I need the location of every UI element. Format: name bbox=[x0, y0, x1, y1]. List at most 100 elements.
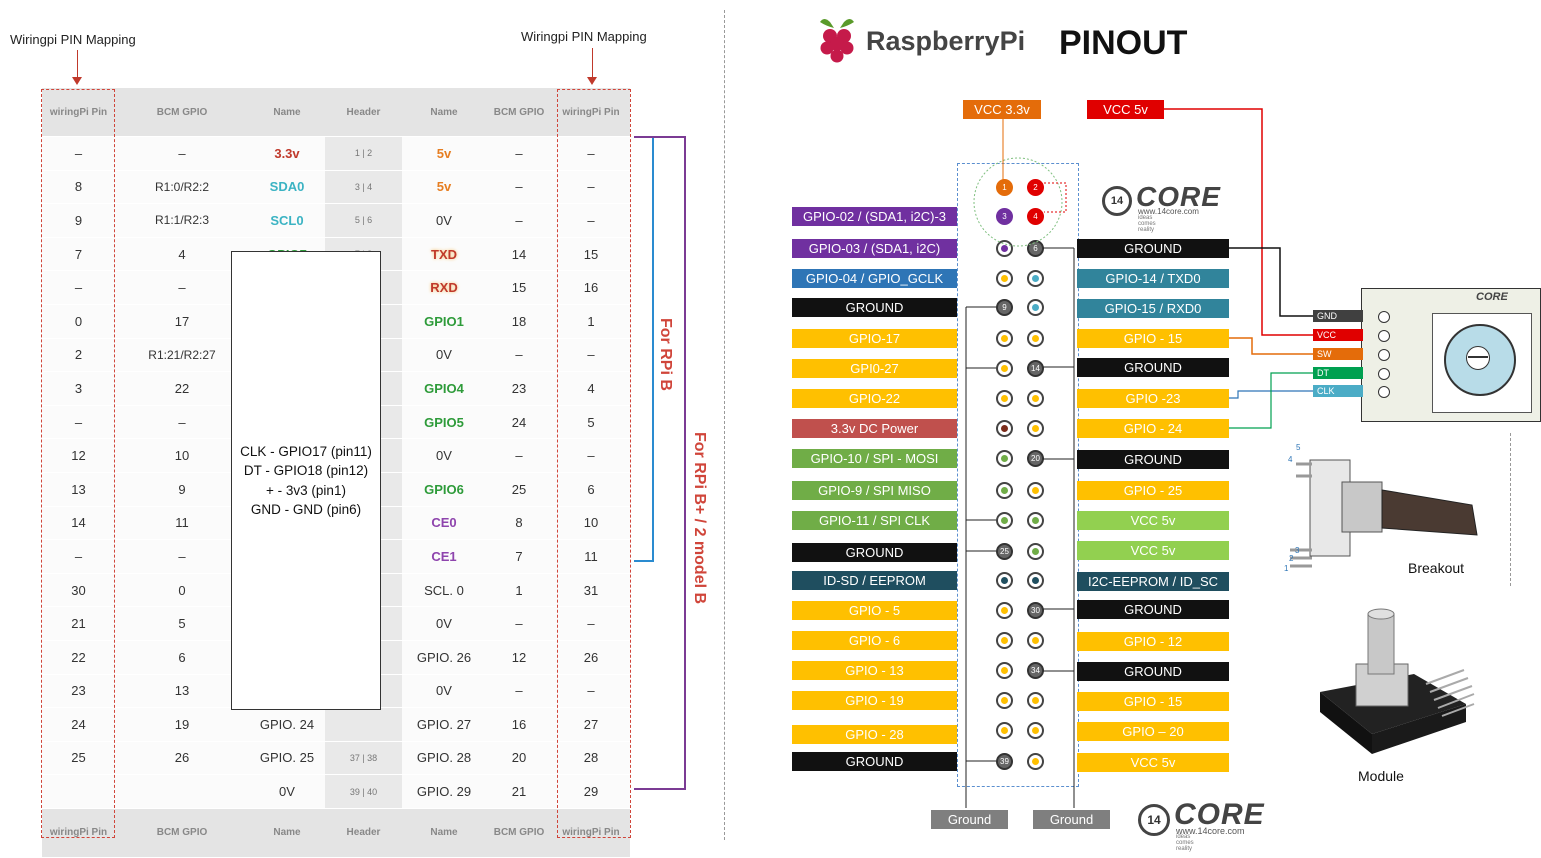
pin-dot bbox=[1032, 275, 1039, 282]
pin-dot bbox=[1001, 275, 1008, 282]
pinout-title: PINOUT bbox=[1059, 24, 1188, 62]
table-cell: GPIO. 27 bbox=[402, 707, 486, 742]
header-pin bbox=[996, 692, 1013, 709]
header-pin bbox=[996, 512, 1013, 529]
pin-label-left: GPIO-02 / (SDA1, i2C)-3 bbox=[792, 207, 957, 226]
table-cell: 3 | 4 bbox=[325, 170, 402, 205]
table-cell: 24 bbox=[42, 707, 115, 742]
table-cell: GPIO. 26 bbox=[402, 640, 486, 675]
table-cell: 5 bbox=[115, 606, 249, 641]
table-cell: 6 bbox=[115, 640, 249, 675]
pin-dot bbox=[1032, 304, 1039, 311]
table-cell bbox=[42, 774, 115, 809]
board-core-logo: CORE bbox=[1476, 291, 1508, 303]
module-label: Module bbox=[1358, 768, 1404, 784]
table-cell: 1 bbox=[486, 573, 552, 608]
table-cell: 25 bbox=[486, 472, 552, 507]
table-cell: R1:0/R2:2 bbox=[115, 170, 249, 205]
pin-dot bbox=[1001, 517, 1008, 524]
table-row: 21 5 0V – – bbox=[42, 606, 630, 641]
raspberrypi-brand: RaspberryPi bbox=[866, 26, 1026, 56]
table-cell: 24 bbox=[486, 405, 552, 440]
pin-label-right: GPIO -23 bbox=[1077, 389, 1229, 408]
table-cell: 29 bbox=[552, 774, 630, 809]
header-pin bbox=[996, 450, 1013, 467]
table-cell: 12 bbox=[486, 640, 552, 675]
pin-label-left: GPIO-9 / SPI MISO bbox=[792, 481, 957, 500]
table-cell: 20 bbox=[486, 741, 552, 776]
pin-dot bbox=[1032, 697, 1039, 704]
header-pin bbox=[1027, 632, 1044, 649]
table-header-cell: wiringPi Pin bbox=[42, 88, 115, 137]
pin-label-left: GPIO-17 bbox=[792, 329, 957, 348]
table-cell bbox=[115, 774, 249, 809]
table-header-cell: Name bbox=[402, 88, 486, 137]
gpio-pin-table: wiringPi Pin BCM GPIO Name Header Name BCM GP… bbox=[42, 88, 630, 858]
table-cell: 23 bbox=[486, 371, 552, 406]
core-logo-text-bottom: CORE bbox=[1174, 798, 1265, 831]
header-pin bbox=[1027, 270, 1044, 287]
pin-label-left: GROUND bbox=[792, 752, 957, 771]
table-cell: 9 bbox=[115, 472, 249, 507]
pin-label-right: GROUND bbox=[1077, 239, 1229, 258]
breakout-label: Breakout bbox=[1408, 560, 1465, 576]
table-cell: – bbox=[42, 270, 115, 305]
table-cell: 5 | 6 bbox=[325, 203, 402, 238]
pin-dot bbox=[1001, 607, 1008, 614]
pin-label-left: GROUND bbox=[792, 298, 957, 317]
pin-label-left: GPIO-04 / GPIO_GCLK bbox=[792, 269, 957, 288]
pin-label-left: GPIO-22 bbox=[792, 389, 957, 408]
table-cell: – bbox=[552, 170, 630, 205]
table-cell: 0V bbox=[402, 203, 486, 238]
table-cell: 10 bbox=[552, 506, 630, 541]
table-header-row: wiringPi Pin BCM GPIO Name Header Name BCM GP… bbox=[42, 88, 630, 137]
header-pin bbox=[996, 572, 1013, 589]
table-cell: 0 bbox=[115, 573, 249, 608]
wiring-note-clk: CLK - GPIO17 (pin11) bbox=[240, 443, 372, 459]
pin-dot bbox=[1001, 395, 1008, 402]
header-pin bbox=[1027, 299, 1044, 316]
table-cell: 16 bbox=[486, 707, 552, 742]
table-cell: – bbox=[486, 170, 552, 205]
table-cell: 15 bbox=[486, 270, 552, 305]
header-pin bbox=[996, 240, 1013, 257]
table-cell: R1:1/R2:3 bbox=[115, 203, 249, 238]
header-pin bbox=[1027, 390, 1044, 407]
table-cell: 8 bbox=[42, 170, 115, 205]
table-row: 25 26 GPIO. 25 37 | 38 GPIO. 28 20 28 bbox=[42, 741, 630, 776]
section-divider bbox=[724, 10, 725, 840]
header-pin: 2 bbox=[1027, 179, 1044, 196]
pin-dot bbox=[1001, 667, 1008, 674]
table-cell: GPIO. 25 bbox=[249, 741, 325, 776]
rpi-b-label: For RPi B bbox=[657, 318, 674, 391]
module-pin-label: DT bbox=[1313, 367, 1363, 379]
table-header-cell: BCM GPIO bbox=[486, 88, 552, 137]
pin-dot bbox=[1001, 637, 1008, 644]
table-cell: – bbox=[552, 136, 630, 171]
table-cell: 25 bbox=[42, 741, 115, 776]
pin-label-left: GPIO - 19 bbox=[792, 691, 957, 710]
table-cell: 5 bbox=[552, 405, 630, 440]
table-cell: – bbox=[486, 674, 552, 709]
header-pin bbox=[996, 632, 1013, 649]
header-pin: 14 bbox=[1027, 360, 1044, 377]
module-pin-hole bbox=[1378, 368, 1390, 380]
header-pin: 30 bbox=[1027, 602, 1044, 619]
header-pin bbox=[996, 722, 1013, 739]
wiring-note-box: CLK - GPIO17 (pin11) DT - GPIO18 (pin12)… bbox=[231, 251, 381, 710]
table-cell: 7 bbox=[486, 539, 552, 574]
mapping-arrowhead-left bbox=[72, 77, 82, 85]
table-cell: 19 bbox=[115, 707, 249, 742]
table-cell: GPIO. 28 bbox=[402, 741, 486, 776]
header-pin: 25 bbox=[996, 543, 1013, 560]
table-cell: 31 bbox=[552, 573, 630, 608]
core-logo-url: www.14core.com bbox=[1138, 207, 1199, 216]
ground-right-label: Ground bbox=[1033, 810, 1110, 829]
pin-label-left: GPI0-27 bbox=[792, 359, 957, 378]
wiring-note-dt: DT - GPIO18 (pin12) bbox=[243, 463, 369, 478]
table-cell: 3 bbox=[42, 371, 115, 406]
table-cell: SDA0 bbox=[249, 170, 325, 205]
encoder-shaft bbox=[1466, 346, 1490, 370]
pin-label-right: GPIO-15 / RXD0 bbox=[1077, 299, 1229, 318]
table-row: 0V 39 | 40 GPIO. 29 21 29 bbox=[42, 774, 630, 809]
